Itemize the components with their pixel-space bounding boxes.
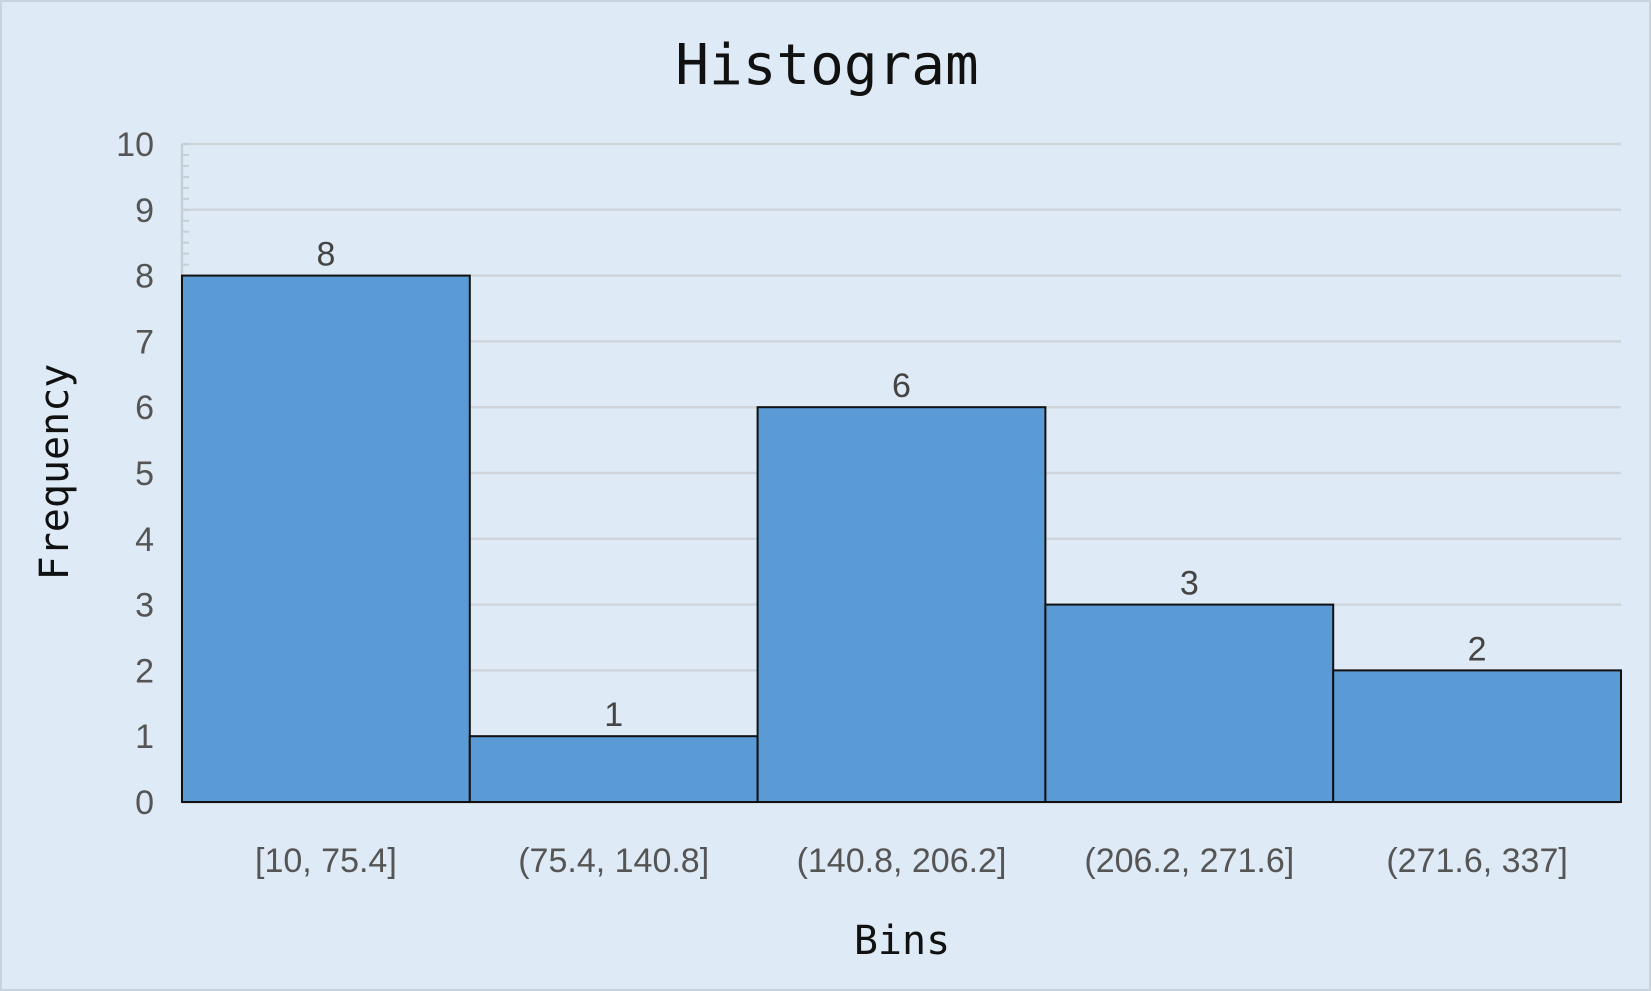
y-tick-label: 7 [135,323,154,361]
x-tick-label: (206.2, 271.6] [1084,842,1294,880]
histogram-bar [181,274,471,804]
histogram-bar [1044,603,1335,803]
histogram-bar [1332,669,1622,804]
data-label: 6 [892,367,911,405]
data-labels: 8 1 6 3 2 [316,236,1486,735]
x-axis-ticks: [10, 75.4] (75.4, 140.8] (140.8, 206.2] (20… [255,842,1568,880]
x-axis-title: Bins [854,918,950,964]
y-tick-label: 3 [135,587,154,625]
data-label: 8 [316,236,335,274]
y-tick-label: 8 [135,258,154,296]
x-tick-label: (140.8, 206.2] [797,842,1007,880]
y-tick-label: 6 [135,389,154,427]
x-tick-label: (271.6, 337] [1386,842,1567,880]
y-tick-label: 10 [116,126,154,164]
data-label: 2 [1468,630,1487,668]
y-tick-label: 2 [135,652,154,690]
y-tick-label: 5 [135,455,154,493]
y-axis-ticks: 0 1 2 3 4 5 6 7 8 9 10 [116,126,154,822]
histogram-bar [468,735,759,804]
data-label: 1 [604,696,623,734]
y-tick-label: 4 [135,521,154,559]
chart-title: Histogram [675,33,978,98]
data-label: 3 [1180,565,1199,603]
x-tick-label: (75.4, 140.8] [518,842,709,880]
x-tick-label: [10, 75.4] [255,842,397,880]
y-tick-label: 1 [135,718,154,756]
histogram-bar [756,406,1047,803]
bars [181,274,1622,804]
y-tick-label: 9 [135,192,154,230]
y-axis-title: Frequency [32,364,78,581]
y-tick-label: 0 [135,784,154,822]
